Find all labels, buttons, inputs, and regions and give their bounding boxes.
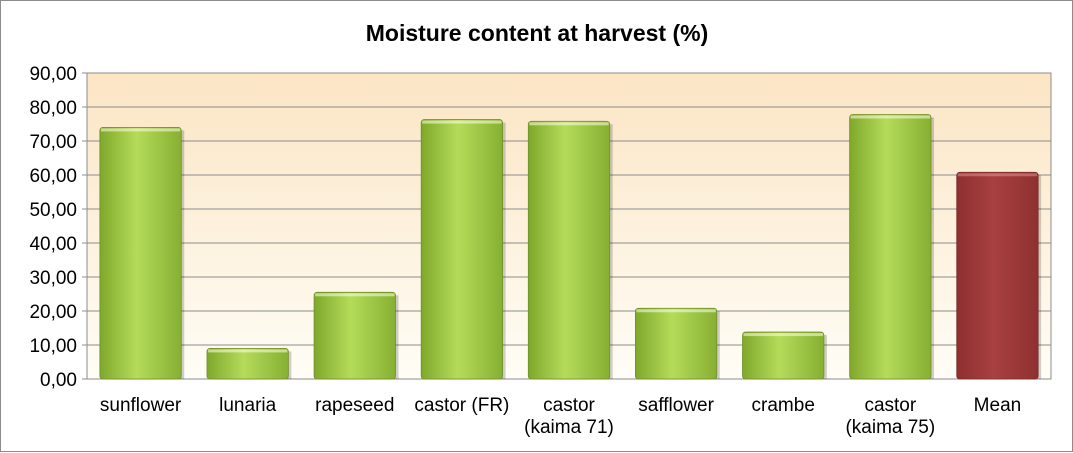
chart-title: Moisture content at harvest (%): [366, 20, 709, 46]
y-tick-label: 20,00: [29, 302, 77, 323]
bar-highlight: [100, 128, 181, 132]
bar-highlight: [315, 293, 395, 297]
x-category-label: lunaria: [219, 395, 276, 416]
x-category-label: safflower: [638, 395, 714, 416]
bar-highlight: [422, 120, 502, 124]
y-tick-label: 80,00: [29, 98, 77, 119]
bar: [99, 127, 182, 380]
y-tick-label: 60,00: [29, 166, 77, 187]
x-category-label: Mean: [974, 395, 1022, 416]
bar: [527, 120, 611, 380]
y-tick-label: 50,00: [29, 200, 77, 221]
y-tick-label: 90,00: [29, 64, 77, 85]
y-tick-label: 0,00: [40, 370, 77, 391]
x-category-label: rapeseed: [315, 395, 394, 416]
y-tick-label: 30,00: [29, 268, 77, 289]
x-category-label: castor: [864, 395, 916, 416]
x-category-label: sunflower: [100, 395, 182, 416]
y-axis-ticks: 0,00 10,00 20,00 30,00 40,00 50,00 60,00 70,00 8…: [29, 64, 87, 391]
bar: [849, 114, 932, 380]
bar-highlight: [850, 115, 931, 119]
x-category-label: castor: [543, 395, 595, 416]
bar: [313, 291, 396, 380]
bar: [420, 119, 503, 380]
bar-highlight: [636, 309, 716, 313]
y-tick-label: 40,00: [29, 234, 77, 255]
bar: [635, 307, 718, 380]
x-category-label: (kaima 71): [524, 417, 614, 438]
x-axis-labels: sunflower lunaria rapeseed castor (FR) casto…: [100, 395, 1021, 438]
bar: [206, 347, 289, 380]
bar: [742, 331, 825, 380]
y-tick-label: 10,00: [29, 336, 77, 357]
bars: [99, 114, 1042, 380]
y-tick-label: 70,00: [29, 132, 77, 153]
x-category-label: crambe: [752, 395, 815, 416]
bar-highlight: [529, 122, 609, 126]
bar-highlight: [957, 173, 1038, 177]
x-category-label: castor (FR): [414, 395, 509, 416]
bar: [956, 171, 1039, 380]
bar-highlight: [207, 349, 288, 353]
x-category-label: (kaima 75): [845, 417, 935, 438]
bar-highlight: [743, 333, 823, 337]
